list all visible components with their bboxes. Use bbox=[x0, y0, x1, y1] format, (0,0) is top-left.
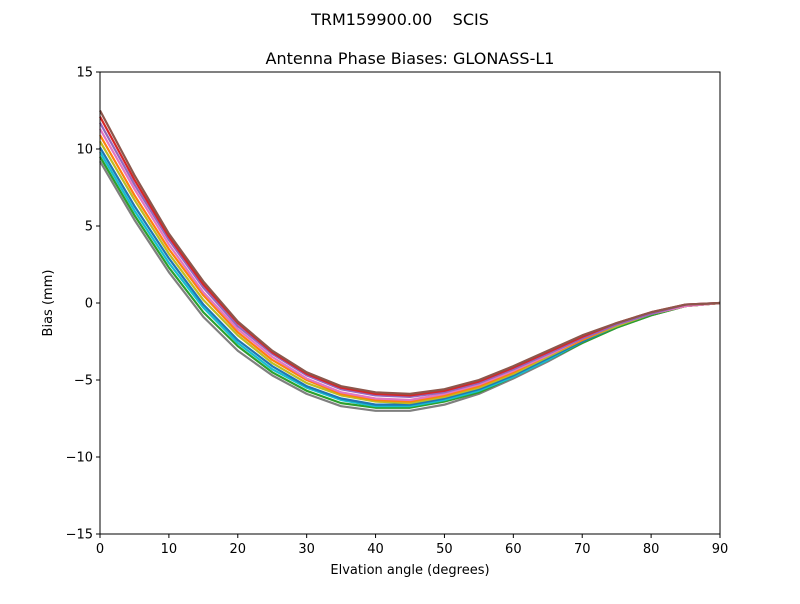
series-line-7 bbox=[99, 128, 721, 402]
y-tick-label: −15 bbox=[66, 528, 93, 543]
x-tick-label: 50 bbox=[436, 542, 453, 557]
x-tick-label: 10 bbox=[161, 542, 178, 557]
x-tick-label: 70 bbox=[574, 542, 591, 557]
y-tick-label: 10 bbox=[76, 143, 93, 158]
x-tick-label: 40 bbox=[367, 542, 384, 557]
y-axis-label: Bias (mm) bbox=[41, 270, 56, 337]
x-tick-label: 80 bbox=[643, 542, 660, 557]
x-axis-label: Elvation angle (degrees) bbox=[330, 563, 489, 578]
series-line-10 bbox=[99, 109, 721, 395]
figure-suptitle: TRM159900.00 SCIS bbox=[311, 10, 489, 29]
x-tick-label: 20 bbox=[230, 542, 247, 557]
x-axis: 0 10 20 30 40 50 60 70 80 90 bbox=[96, 534, 728, 557]
series-line-8 bbox=[99, 122, 721, 399]
x-tick-label: 60 bbox=[505, 542, 522, 557]
series-line-5 bbox=[99, 140, 721, 405]
series-line-9 bbox=[99, 116, 721, 397]
y-tick-label: 5 bbox=[85, 220, 93, 235]
series-layer bbox=[99, 109, 721, 412]
x-tick-label: 30 bbox=[298, 542, 315, 557]
series-line-2 bbox=[99, 156, 721, 409]
y-axis: −15 −10 −5 0 5 10 15 bbox=[66, 66, 100, 543]
y-tick-label: −5 bbox=[74, 374, 93, 389]
x-tick-label: 0 bbox=[96, 542, 104, 557]
y-tick-label: 15 bbox=[76, 66, 93, 81]
y-tick-label: −10 bbox=[66, 451, 93, 466]
chart-title: Antenna Phase Biases: GLONASS-L1 bbox=[266, 49, 555, 68]
x-tick-label: 90 bbox=[712, 542, 729, 557]
y-tick-label: 0 bbox=[85, 297, 93, 312]
